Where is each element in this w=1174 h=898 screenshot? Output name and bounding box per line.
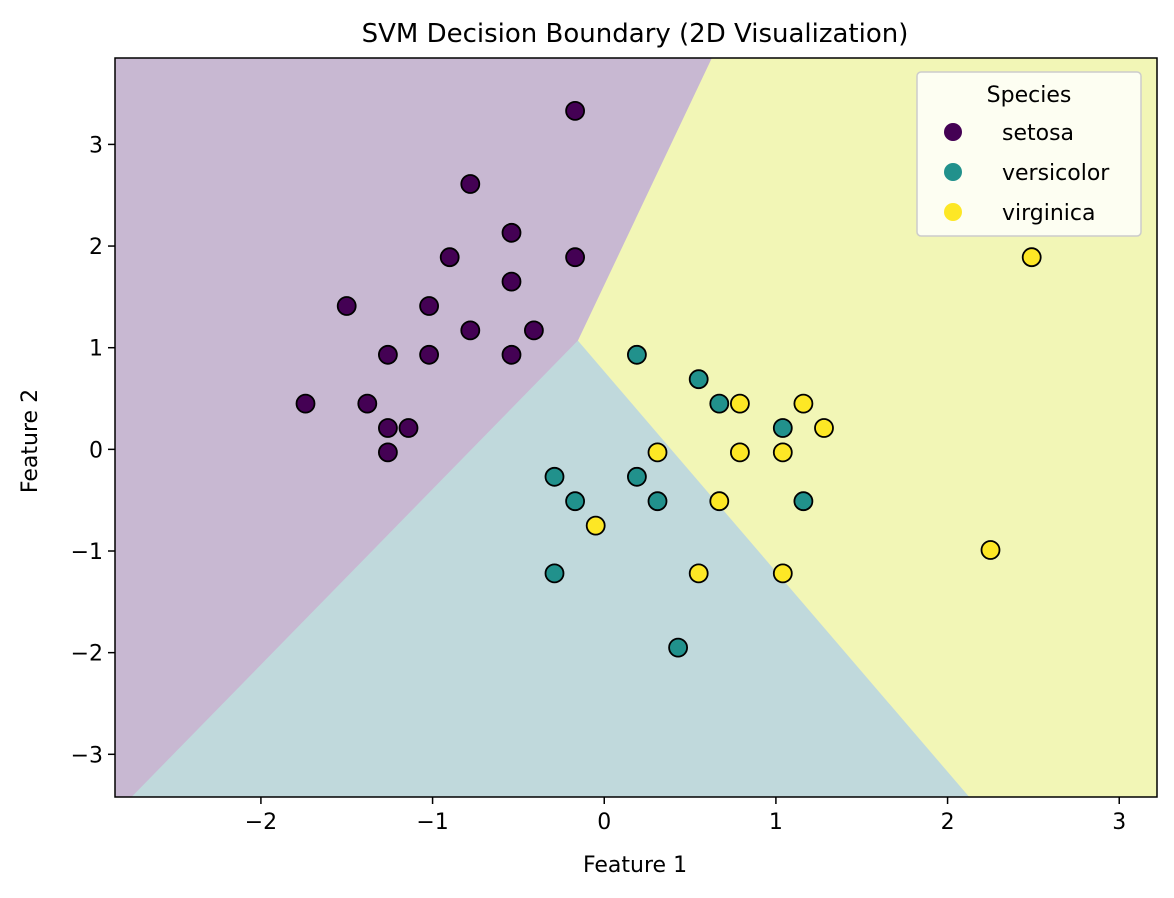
legend: Species setosa versicolor virginica [916, 71, 1142, 237]
y-axis-title: Feature 2 [18, 389, 43, 493]
x-axis-ticks: −2 −1 0 1 2 3 [245, 797, 1126, 835]
x-tick-label: 3 [1112, 810, 1126, 835]
x-tick-label: 0 [597, 810, 611, 835]
plot-frame [114, 57, 1158, 798]
point-setosa [524, 320, 544, 341]
legend-box [916, 71, 1142, 237]
data-points [295, 101, 1042, 658]
legend-marker-virginica [944, 203, 962, 221]
point-virginica [730, 442, 750, 463]
y-axis-ticks: −3 −2 −1 0 1 2 3 [71, 133, 115, 768]
point-versicolor [668, 637, 688, 658]
point-setosa [565, 101, 585, 121]
point-setosa [460, 174, 481, 194]
point-setosa [460, 320, 481, 341]
y-tick-label: −1 [71, 540, 103, 565]
y-tick-label: 2 [89, 235, 103, 260]
x-tick-label: −1 [416, 810, 448, 835]
legend-label-versicolor: versicolor [1002, 161, 1110, 186]
point-versicolor [772, 418, 793, 438]
point-setosa [336, 296, 357, 316]
point-versicolor [709, 393, 730, 414]
point-versicolor [627, 466, 647, 487]
point-virginica [585, 515, 606, 536]
x-tick-label: 1 [769, 810, 783, 835]
chart-title: SVM Decision Boundary (2D Visualization) [362, 19, 909, 49]
y-tick-label: −3 [71, 743, 103, 768]
point-setosa [439, 247, 460, 268]
point-setosa [501, 222, 522, 243]
point-setosa [419, 344, 440, 365]
point-setosa [565, 247, 585, 268]
y-tick-label: 3 [89, 133, 103, 158]
point-versicolor [688, 369, 709, 390]
y-tick-label: 1 [89, 337, 103, 362]
legend-marker-setosa [944, 123, 962, 141]
legend-marker-versicolor [944, 163, 962, 181]
point-versicolor [627, 344, 647, 365]
point-versicolor [565, 491, 585, 512]
point-virginica [772, 442, 793, 463]
point-setosa [419, 296, 440, 316]
legend-label-setosa: setosa [1002, 121, 1074, 146]
point-setosa [398, 418, 419, 438]
point-versicolor [544, 466, 565, 487]
x-axis-title: Feature 1 [583, 853, 687, 878]
point-virginica [709, 491, 730, 512]
legend-label-virginica: virginica [1002, 201, 1096, 226]
point-setosa [295, 393, 316, 414]
point-virginica [688, 563, 709, 584]
point-setosa [377, 344, 398, 365]
x-tick-label: 2 [941, 810, 955, 835]
point-virginica [1021, 247, 1042, 268]
point-setosa [377, 442, 398, 463]
y-tick-label: −2 [71, 642, 103, 667]
point-virginica [647, 442, 668, 463]
point-versicolor [647, 491, 668, 512]
x-tick-label: −2 [245, 810, 277, 835]
y-tick-label: 0 [89, 438, 103, 463]
point-virginica [814, 418, 834, 438]
point-virginica [730, 393, 750, 414]
point-virginica [980, 540, 1001, 560]
point-setosa [357, 393, 378, 414]
point-setosa [501, 344, 522, 365]
legend-title: Species [987, 83, 1072, 108]
point-versicolor [544, 563, 565, 584]
point-versicolor [793, 491, 814, 512]
point-virginica [793, 393, 814, 414]
point-setosa [501, 271, 522, 292]
point-virginica [772, 563, 793, 584]
point-setosa [377, 418, 398, 438]
